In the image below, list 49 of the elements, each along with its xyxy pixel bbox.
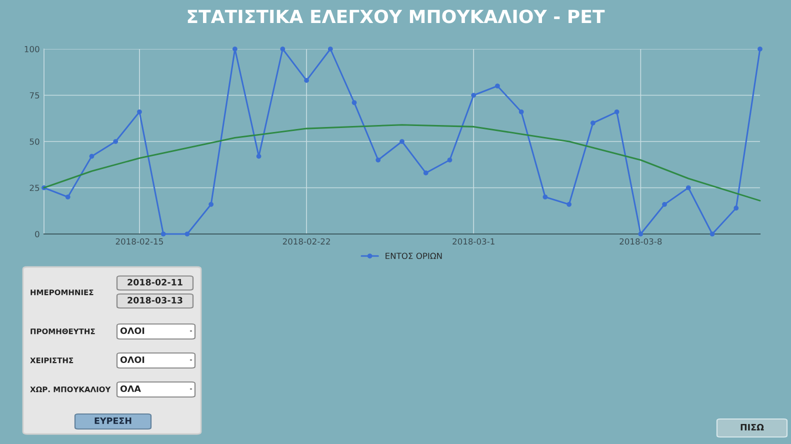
point: [566, 202, 572, 207]
point: [710, 232, 715, 236]
y-tick-label: 50: [30, 138, 40, 145]
point: [89, 154, 94, 159]
point: [184, 232, 190, 236]
point: [638, 232, 644, 236]
y-tick-label: 0: [35, 230, 40, 238]
point: [495, 84, 500, 88]
point: [423, 170, 428, 176]
y-tick-label: 75: [30, 92, 40, 99]
point: [376, 158, 381, 162]
point: [662, 202, 667, 207]
chart-title: ΣΤΑΤΙΣΤΙΚΑ ΕΛΕΓΧΟΥ ΜΠΟΥΚΑΛΙΟΥ - PET: [188, 10, 605, 24]
text: 2018-02-11: [128, 278, 182, 286]
x-tick-label: 2018-02-15: [116, 238, 163, 245]
x-tick-label: 2018-03-8: [620, 238, 662, 245]
y-tick-label: 100: [24, 46, 40, 52]
x-tick-label: 2018-02-22: [282, 238, 330, 245]
point: [280, 46, 286, 52]
point: [447, 158, 452, 162]
y-tick-label: 25: [30, 184, 40, 192]
x-tick-label: 2018-03-1: [452, 238, 494, 245]
text: ΟΛΟΙ: [120, 356, 144, 364]
point: [65, 194, 70, 200]
point: [232, 46, 238, 52]
point: [542, 194, 548, 200]
point: [304, 78, 309, 83]
point: [160, 232, 166, 236]
point: [734, 206, 739, 211]
point: [328, 46, 333, 52]
point: [137, 109, 142, 114]
point: [400, 139, 404, 144]
text: ΠΙΣΩ: [740, 424, 764, 430]
text: ΟΛΟΙ: [120, 327, 144, 334]
point: [758, 46, 762, 52]
point: [614, 109, 620, 114]
point: [113, 139, 118, 144]
point: [590, 120, 596, 126]
point: [208, 202, 214, 207]
text: ΕΥΡΕΣΗ: [94, 418, 132, 424]
text: ΟΛΑ: [120, 385, 141, 392]
line-series: [43, 124, 761, 202]
point: [518, 109, 524, 114]
point: [686, 185, 691, 190]
legend-label: ΕΝΤΟΣ ΟΡΙΩΝ: [386, 252, 442, 260]
point: [256, 154, 262, 159]
point: [352, 100, 357, 106]
point: [471, 92, 476, 98]
text: 2018-03-13: [128, 296, 182, 304]
